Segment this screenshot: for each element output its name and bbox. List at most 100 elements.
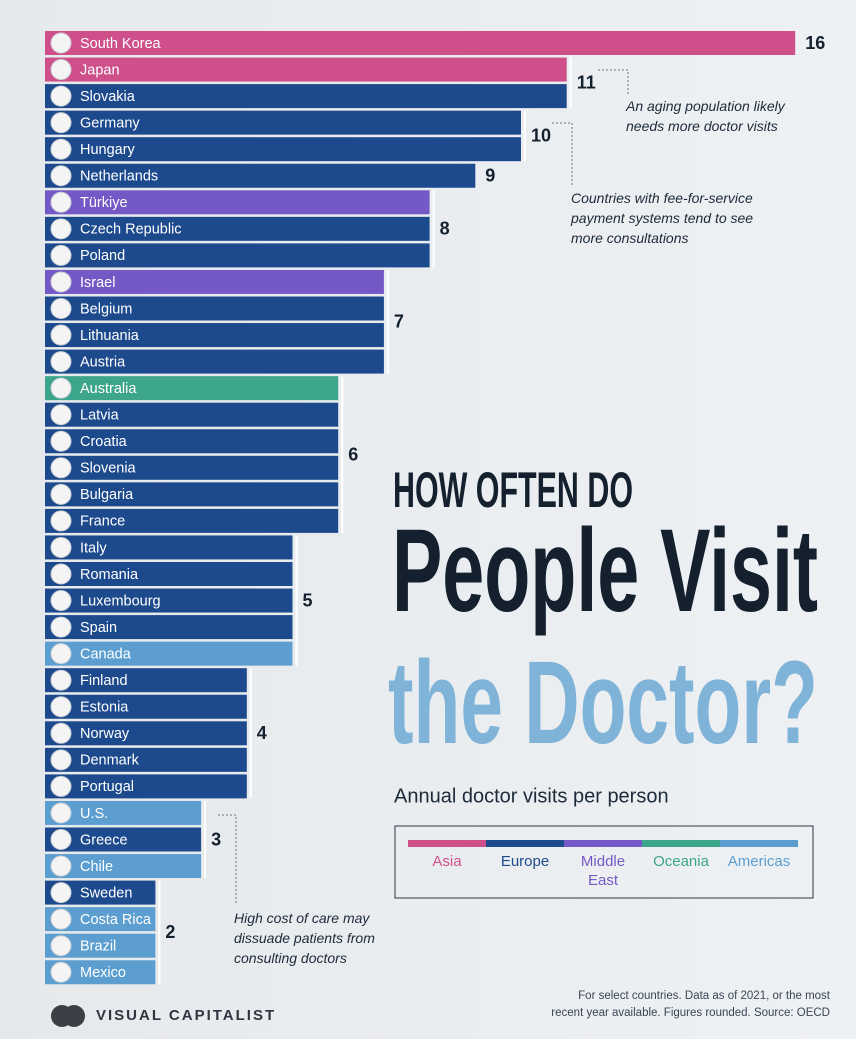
bar [45,429,339,454]
bar [45,694,247,719]
flag [50,85,72,107]
flag [50,59,72,81]
logo [51,1005,85,1027]
category-label: Luxembourg [80,593,161,609]
legend-swatch [720,840,798,847]
legend-label: Asia [432,853,462,870]
subtitle: Annual doctor visits per person [394,785,669,807]
title-line: the Doctor? [388,637,818,769]
flag [50,191,72,213]
flag [50,961,72,983]
flag [50,536,72,558]
legend-swatch [564,840,642,847]
flag [50,829,72,850]
flag [50,775,72,797]
flag [50,457,72,479]
value-label: 9 [485,166,495,186]
legend-swatch [408,840,486,847]
category-label: France [80,514,125,530]
legend-label: Middle East [581,853,625,889]
value-label: 5 [303,590,313,610]
category-label: Estonia [80,700,129,716]
category-label: Netherlands [80,169,158,185]
category-label: Spain [80,620,117,636]
legend-label: Oceania [653,853,710,870]
value-label: 16 [805,33,825,53]
category-label: U.S. [80,806,108,822]
value-label: 2 [165,922,175,942]
bar [45,57,567,82]
category-label: Slovakia [80,89,136,105]
value-label: 8 [440,219,450,239]
category-label: Sweden [80,885,132,901]
flag [50,138,72,160]
category-label: Türkiye [80,195,128,211]
flag [50,616,72,638]
bar [45,110,521,135]
category-label: Canada [80,646,132,662]
footnote: For select countries. Data as of 2021, o… [551,990,830,1019]
flag [50,218,72,240]
bar [45,508,339,533]
bar [45,774,247,799]
flag [50,696,72,718]
category-label: Poland [80,248,125,264]
bar [45,615,293,640]
value-label: 7 [394,312,404,332]
bar [45,535,293,560]
flag [50,855,72,877]
flag [50,802,72,824]
category-label: Brazil [80,939,116,955]
flag [50,882,72,904]
category-label: Austria [80,354,126,370]
bar [45,84,567,109]
category-label: Bulgaria [80,487,134,503]
category-label: Costa Rica [80,912,152,928]
flag [50,590,72,612]
category-label: Norway [80,726,130,742]
legend-swatch [486,840,564,847]
bar [45,269,384,294]
flag [50,749,72,771]
source-brand: VISUAL CAPITALIST [96,1007,276,1024]
bar [45,747,247,772]
bar [45,243,430,268]
flag [50,351,72,373]
category-label: Belgium [80,301,132,317]
bar [45,349,384,374]
flag [50,244,72,266]
category-label: Lithuania [80,328,140,344]
bar [45,376,339,401]
flag [50,404,72,426]
bar [45,455,339,480]
flag [50,324,72,346]
category-label: Slovenia [80,461,137,477]
category-label: Australia [80,381,137,397]
bar [45,562,293,586]
category-label: Croatia [80,434,128,450]
category-label: Latvia [80,408,120,424]
bar [45,588,293,613]
category-label: Finland [80,673,128,689]
category-label: Israel [80,275,115,291]
value-label: 10 [531,126,551,146]
annotation: Countries with fee-for-service payment s… [571,190,754,246]
flag [50,165,72,187]
category-label: Hungary [80,142,136,158]
bar [45,190,430,215]
flag [50,908,72,930]
flag [50,112,72,134]
title-line: People Visit [392,505,818,637]
flag [50,430,72,452]
category-label: Chile [80,859,113,875]
annotation: High cost of care may dissuade patients … [234,910,375,966]
flag [50,563,72,585]
category-label: Italy [80,540,107,556]
flag [50,483,72,505]
bar [45,137,521,162]
flag [50,271,72,293]
value-label: 3 [211,829,221,849]
flag [50,298,72,319]
